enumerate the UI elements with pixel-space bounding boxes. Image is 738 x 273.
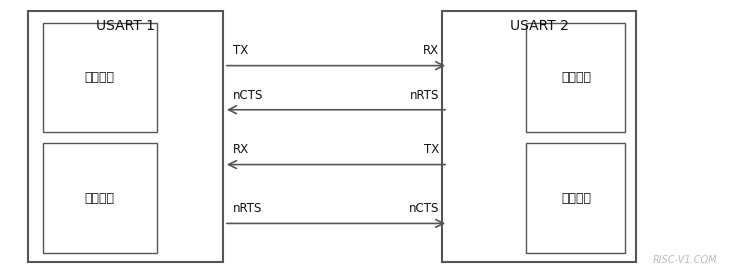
Text: USART 2: USART 2 xyxy=(510,19,569,32)
Text: TX: TX xyxy=(232,44,248,57)
Text: 发送电路: 发送电路 xyxy=(85,71,115,84)
Text: nRTS: nRTS xyxy=(410,88,439,102)
Text: RISC-V1.COM: RISC-V1.COM xyxy=(652,254,717,265)
Bar xyxy=(43,143,156,253)
Bar xyxy=(526,143,625,253)
Text: USART 1: USART 1 xyxy=(96,19,155,32)
Text: 发送电路: 发送电路 xyxy=(561,192,591,204)
Text: nCTS: nCTS xyxy=(232,88,263,102)
Text: TX: TX xyxy=(424,143,439,156)
Bar xyxy=(43,23,156,132)
Text: RX: RX xyxy=(423,44,439,57)
Text: 接收电路: 接收电路 xyxy=(561,71,591,84)
Text: RX: RX xyxy=(232,143,249,156)
Bar xyxy=(442,11,636,262)
Text: nCTS: nCTS xyxy=(409,202,439,215)
Text: 接收电路: 接收电路 xyxy=(85,192,115,204)
Bar xyxy=(526,23,625,132)
Text: nRTS: nRTS xyxy=(232,202,262,215)
Bar xyxy=(29,11,223,262)
